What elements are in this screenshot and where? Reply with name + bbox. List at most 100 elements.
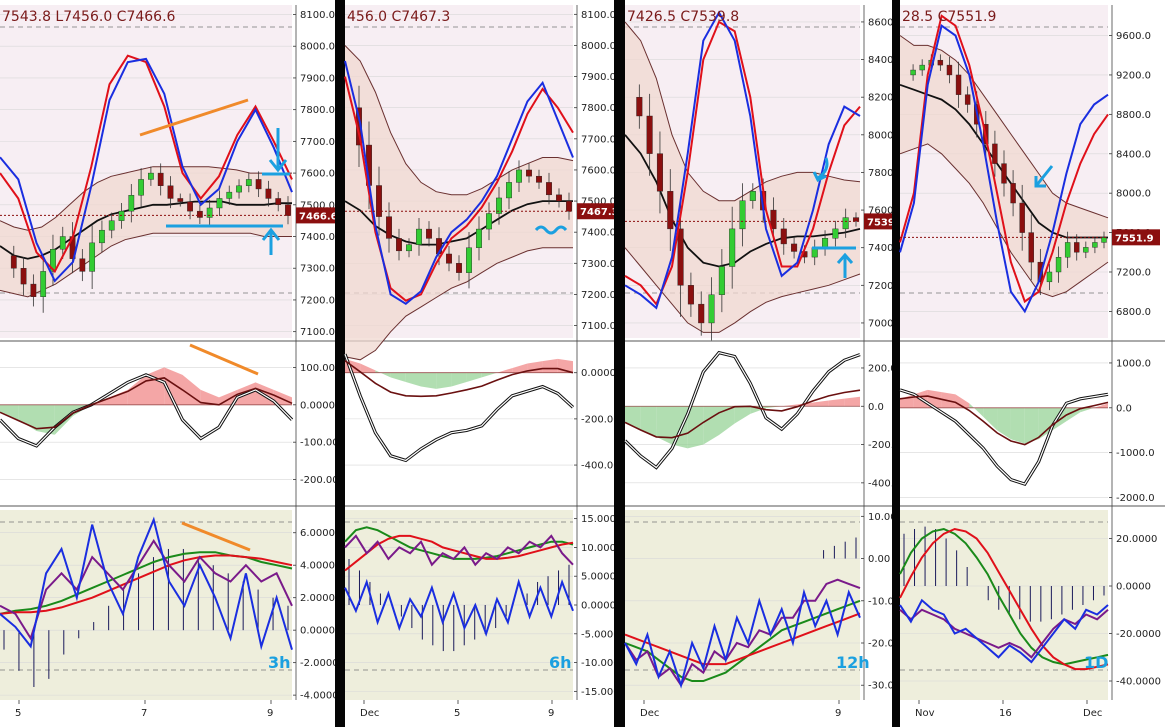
price-tick-label: 7200.0 xyxy=(1116,267,1151,278)
macd-hist-negative xyxy=(997,407,1011,440)
price-tick-label: 7300.0 xyxy=(581,259,616,270)
macd-hist-negative xyxy=(421,372,437,389)
candle-bullish xyxy=(216,198,223,209)
candle-bearish xyxy=(396,238,402,252)
x-tick-label: 5 xyxy=(15,708,21,719)
panel-divider xyxy=(335,0,345,727)
price-tick-label: 7800.0 xyxy=(300,105,335,116)
wave-icon xyxy=(534,225,568,235)
osc-tick-label: -5.0000 xyxy=(581,629,620,640)
macd-hist-positive xyxy=(1094,403,1108,408)
osc-purple-line xyxy=(344,534,574,567)
candle-bearish xyxy=(157,172,164,186)
moving-average-line xyxy=(344,200,573,246)
bollinger-lower-line xyxy=(899,143,1109,298)
candle-bullish xyxy=(749,191,756,201)
macd-hist-positive xyxy=(844,396,860,407)
moving-average-line xyxy=(624,134,861,268)
x-tick-label: Dec xyxy=(1083,708,1102,719)
macd-signal-line xyxy=(0,377,293,430)
macd-line-inner xyxy=(344,353,574,462)
arrow-down-icon xyxy=(812,157,829,183)
price-tick-label: 8200 xyxy=(868,93,893,104)
candle-bearish xyxy=(167,185,174,199)
osc-blue-line xyxy=(624,588,861,689)
candle-bullish xyxy=(496,197,502,214)
timeframe-label: 3h xyxy=(268,653,291,672)
x-tick-label: 7 xyxy=(141,708,147,719)
timeframe-label: 6h xyxy=(549,653,572,672)
macd-tick-label: 0.0000 xyxy=(581,368,616,379)
x-tick-label: Dec xyxy=(640,708,659,719)
orange-trendline xyxy=(189,343,259,376)
panel-divider xyxy=(892,0,900,727)
osc-tick-label: 6.0000 xyxy=(300,528,335,539)
macd-line-inner xyxy=(899,389,1109,485)
arrow-down-icon xyxy=(268,128,288,173)
panel-divider xyxy=(614,0,625,727)
macd-hist-negative xyxy=(375,370,391,378)
macd-signal-line xyxy=(899,395,1109,446)
candle-bearish xyxy=(10,255,17,269)
osc-tick-label: -10.00 xyxy=(868,596,900,607)
candle-bullish xyxy=(832,228,839,239)
macd-tick-label: -1000.0 xyxy=(1116,448,1155,459)
candle-bearish xyxy=(656,153,663,192)
osc-tick-label: 2.0000 xyxy=(300,593,335,604)
candle-bullish xyxy=(226,191,233,199)
macd-hist-positive xyxy=(542,358,558,373)
candle-bearish xyxy=(1001,163,1007,184)
macd-hist-negative xyxy=(0,404,19,420)
price-tick-label: 7200.0 xyxy=(581,290,616,301)
last-price-label: 7466.6 xyxy=(299,211,338,222)
macd-hist-negative xyxy=(625,406,641,430)
panel-1D: 9600.09200.08800.08400.08000.07600.07200… xyxy=(899,5,1165,719)
candle-bullish xyxy=(118,210,125,221)
candle-bearish xyxy=(780,228,787,245)
panel-6h: 8100.0 8000.0 7900.0 7800.0 7700.0 7600.0 7500… xyxy=(343,0,633,727)
bollinger-lower-line xyxy=(624,247,861,333)
macd-tick-label: 0.0000 xyxy=(300,400,335,411)
price-tick-label: 7800 xyxy=(868,168,893,179)
osc-green-line xyxy=(899,527,1109,666)
candle-bullish xyxy=(466,247,472,273)
macd-hist-negative xyxy=(1024,407,1039,444)
price-tick-label: 7600.0 xyxy=(581,165,616,176)
candle-bullish xyxy=(89,242,96,272)
macd-hist-negative xyxy=(983,407,998,431)
candle-bullish xyxy=(206,207,213,218)
osc-tick-label: 4.0000 xyxy=(300,561,335,572)
candle-bearish xyxy=(1010,183,1016,204)
macd-hist-negative xyxy=(436,372,452,389)
candle-bearish xyxy=(285,204,291,216)
panel-12h: 8600 8400 8200 8000 7800 7600 7400 7200 7000 200.… xyxy=(623,0,920,727)
price-tick-label: 8600 xyxy=(868,17,893,28)
macd-signal-line xyxy=(344,360,574,398)
osc-tick-label: -4.0000 xyxy=(300,691,339,702)
candle-bullish xyxy=(138,179,144,196)
osc-blue-line xyxy=(344,578,574,637)
orange-trendline xyxy=(139,98,249,137)
price-tick-label: 6800.0 xyxy=(1116,307,1151,318)
price-tick-label: 7600 xyxy=(868,206,893,217)
candle-bearish xyxy=(698,303,705,324)
macd-tick-label: -2000.0 xyxy=(1116,493,1155,504)
macd-signal-line xyxy=(624,389,861,439)
macd-hist-positive xyxy=(219,389,238,405)
candle-bullish xyxy=(236,185,242,193)
last-price-box xyxy=(296,207,344,224)
candle-bullish xyxy=(718,266,725,295)
candle-bearish xyxy=(79,258,86,272)
macd-hist-positive xyxy=(781,404,798,407)
price-tick-label: 7600.0 xyxy=(300,169,335,180)
candle-bullish xyxy=(50,248,56,272)
osc-tick-label: 20.0000 xyxy=(1116,534,1157,545)
candle-bearish xyxy=(687,285,694,305)
macd-hist-negative xyxy=(1080,407,1095,413)
price-tick-label: 8800.0 xyxy=(1116,110,1151,121)
osc-panel-bg xyxy=(625,510,860,700)
osc-red-line xyxy=(0,554,293,615)
macd-line-inner xyxy=(0,374,293,447)
candle-bullish xyxy=(108,220,115,231)
